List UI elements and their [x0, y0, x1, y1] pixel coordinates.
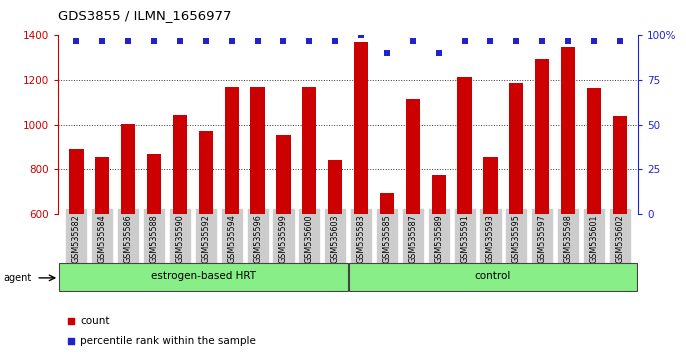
Point — [123, 38, 134, 44]
Point — [459, 38, 470, 44]
Point — [434, 50, 445, 56]
Bar — [431, 175, 446, 214]
Point — [407, 38, 418, 44]
Text: agent: agent — [3, 273, 32, 283]
Point — [615, 38, 626, 44]
Bar — [250, 87, 265, 214]
Point — [278, 38, 289, 44]
Bar — [587, 88, 601, 214]
Point — [304, 38, 315, 44]
Text: estrogen-based HRT: estrogen-based HRT — [151, 272, 256, 281]
Bar — [380, 193, 394, 214]
Point — [330, 38, 341, 44]
Point — [355, 33, 366, 38]
Bar — [276, 135, 291, 214]
Text: GDS3855 / ILMN_1656977: GDS3855 / ILMN_1656977 — [58, 9, 232, 22]
Bar — [303, 87, 316, 214]
Bar — [561, 47, 576, 214]
Bar — [95, 157, 110, 214]
Point — [485, 38, 496, 44]
Bar — [354, 42, 368, 214]
Point — [226, 38, 237, 44]
Bar — [147, 154, 161, 214]
Bar — [224, 87, 239, 214]
Bar — [69, 149, 84, 214]
Point — [451, 211, 462, 217]
Point — [252, 38, 263, 44]
Bar — [458, 77, 472, 214]
Point — [381, 50, 392, 56]
Bar — [535, 59, 549, 214]
Point — [589, 38, 600, 44]
Point — [563, 38, 573, 44]
FancyBboxPatch shape — [59, 263, 348, 291]
Bar — [328, 160, 342, 214]
Point — [71, 38, 82, 44]
Bar — [405, 99, 420, 214]
Text: percentile rank within the sample: percentile rank within the sample — [80, 336, 256, 346]
Point — [536, 38, 547, 44]
Point — [200, 38, 211, 44]
Point — [174, 38, 185, 44]
Bar — [613, 116, 627, 214]
Bar — [199, 131, 213, 214]
Bar — [484, 157, 497, 214]
Bar — [173, 115, 187, 214]
Bar — [121, 124, 135, 214]
Point — [97, 38, 108, 44]
Bar — [509, 84, 523, 214]
Point — [451, 27, 462, 33]
Point — [149, 38, 160, 44]
FancyBboxPatch shape — [348, 263, 637, 291]
Text: control: control — [475, 272, 511, 281]
Text: count: count — [80, 316, 110, 326]
Point — [511, 38, 522, 44]
